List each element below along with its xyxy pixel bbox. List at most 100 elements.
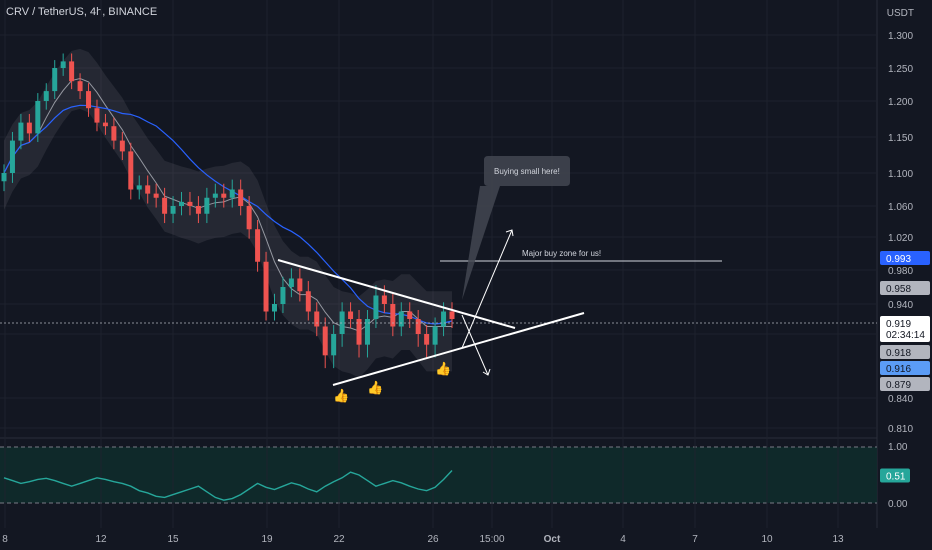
svg-text:👍: 👍 <box>367 380 383 395</box>
candle-body <box>26 122 32 134</box>
y-tick-label: 1.100 <box>888 169 913 180</box>
candle-body <box>373 295 379 319</box>
y-tick-label: 1.060 <box>888 202 913 213</box>
price-badge-label: 0.879 <box>886 380 911 391</box>
x-tick-label: 26 <box>427 534 439 545</box>
x-tick-label: 10 <box>761 534 773 545</box>
candle-body <box>390 304 396 327</box>
price-badge-label: 0.993 <box>886 254 911 265</box>
candle-body <box>52 68 58 92</box>
candle-body <box>212 193 218 198</box>
candle-body <box>60 61 66 68</box>
x-tick-label: 12 <box>95 534 107 545</box>
candle-body <box>449 311 455 319</box>
oscillator-band <box>0 447 877 503</box>
candle-body <box>119 140 125 152</box>
candle-body <box>339 311 345 334</box>
callout[interactable]: Buying small here! <box>462 156 570 300</box>
x-tick-label: 15 <box>167 534 179 545</box>
candle-body <box>348 311 354 319</box>
candle-body <box>305 291 311 312</box>
candle-body <box>407 311 413 319</box>
candle-body <box>111 126 117 141</box>
candle-body <box>162 197 168 214</box>
x-tick-label: 4 <box>620 534 626 545</box>
candle-body <box>102 122 108 127</box>
candle-body <box>398 311 404 327</box>
candle-body <box>238 189 244 206</box>
candle-body <box>424 334 430 345</box>
price-badge <box>880 377 930 391</box>
candle-body <box>314 311 320 327</box>
candle-body <box>331 334 337 356</box>
y-tick-label: 1.020 <box>888 233 913 244</box>
countdown-label: 02:34:14 <box>886 330 925 341</box>
y-tick-label: 1.300 <box>888 31 913 42</box>
x-tick-label: 7 <box>692 534 698 545</box>
up-projection-arrow[interactable] <box>461 229 513 349</box>
candle-body <box>195 206 201 214</box>
price-badge-label: 0.919 <box>886 319 911 330</box>
price-badge-label: 0.958 <box>886 284 911 295</box>
y-tick-label: 0.940 <box>888 300 913 311</box>
svg-text:👍: 👍 <box>435 361 451 376</box>
candle-body <box>86 91 92 109</box>
candle-body <box>170 206 176 214</box>
candle-body <box>94 108 100 123</box>
candle-body <box>136 185 142 190</box>
x-tick-label: 19 <box>261 534 273 545</box>
triangle-lower-line[interactable] <box>332 312 585 386</box>
y-tick-label: 0.810 <box>888 424 913 435</box>
candle-body <box>18 122 24 141</box>
candle-body <box>415 319 421 334</box>
candle-body <box>1 173 7 182</box>
price-badge <box>880 345 930 359</box>
x-tick-label: 22 <box>333 534 345 545</box>
thumbs-up-icon: 👍 👍 👍 <box>333 361 451 403</box>
price-badge <box>880 281 930 295</box>
candle-body <box>280 287 286 304</box>
candle-body <box>322 326 328 356</box>
candle-body <box>288 278 294 287</box>
candle-body <box>69 61 75 82</box>
candle-body <box>35 101 41 134</box>
candle-body <box>221 193 227 198</box>
candle-body <box>432 326 438 345</box>
x-tick-label: 8 <box>2 534 8 545</box>
down-projection-arrow[interactable] <box>461 314 489 376</box>
candle-body <box>364 319 370 345</box>
bollinger-band <box>4 48 452 378</box>
osc-y-tick-label: 1.00 <box>888 442 908 453</box>
osc-y-tick-label: 0.00 <box>888 499 908 510</box>
price-badge <box>880 316 930 342</box>
candle-body <box>187 201 193 206</box>
price-badge <box>880 251 930 265</box>
osc-value-badge <box>880 468 910 483</box>
candle-body <box>43 91 49 101</box>
symbol-title: CRV / TetherUS, 4h, BINANCE <box>6 6 158 18</box>
candle-body <box>246 206 252 230</box>
price-badge-label: 0.918 <box>886 348 911 359</box>
price-badge-label: 0.916 <box>886 364 911 375</box>
y-tick-label: 0.980 <box>888 266 913 277</box>
candle-body <box>179 201 185 206</box>
candle-body <box>255 229 261 262</box>
candle-body <box>153 193 159 198</box>
candle-body <box>271 304 277 312</box>
candle-body <box>204 197 210 214</box>
callout-text: Buying small here! <box>494 167 560 176</box>
x-tick-label: 13 <box>832 534 844 545</box>
candle-body <box>145 185 151 194</box>
oscillator-line <box>3 470 453 501</box>
candle-body <box>263 261 269 312</box>
candle-body <box>9 140 15 173</box>
currency-unit: USDT <box>886 8 914 19</box>
price-badge <box>880 361 930 375</box>
y-tick-label: 1.200 <box>888 97 913 108</box>
candle-body <box>128 151 134 190</box>
candle-body <box>229 189 235 198</box>
x-tick-label: Oct <box>544 534 561 545</box>
svg-text:👍: 👍 <box>333 388 349 403</box>
osc-value-label: 0.51 <box>886 471 906 482</box>
